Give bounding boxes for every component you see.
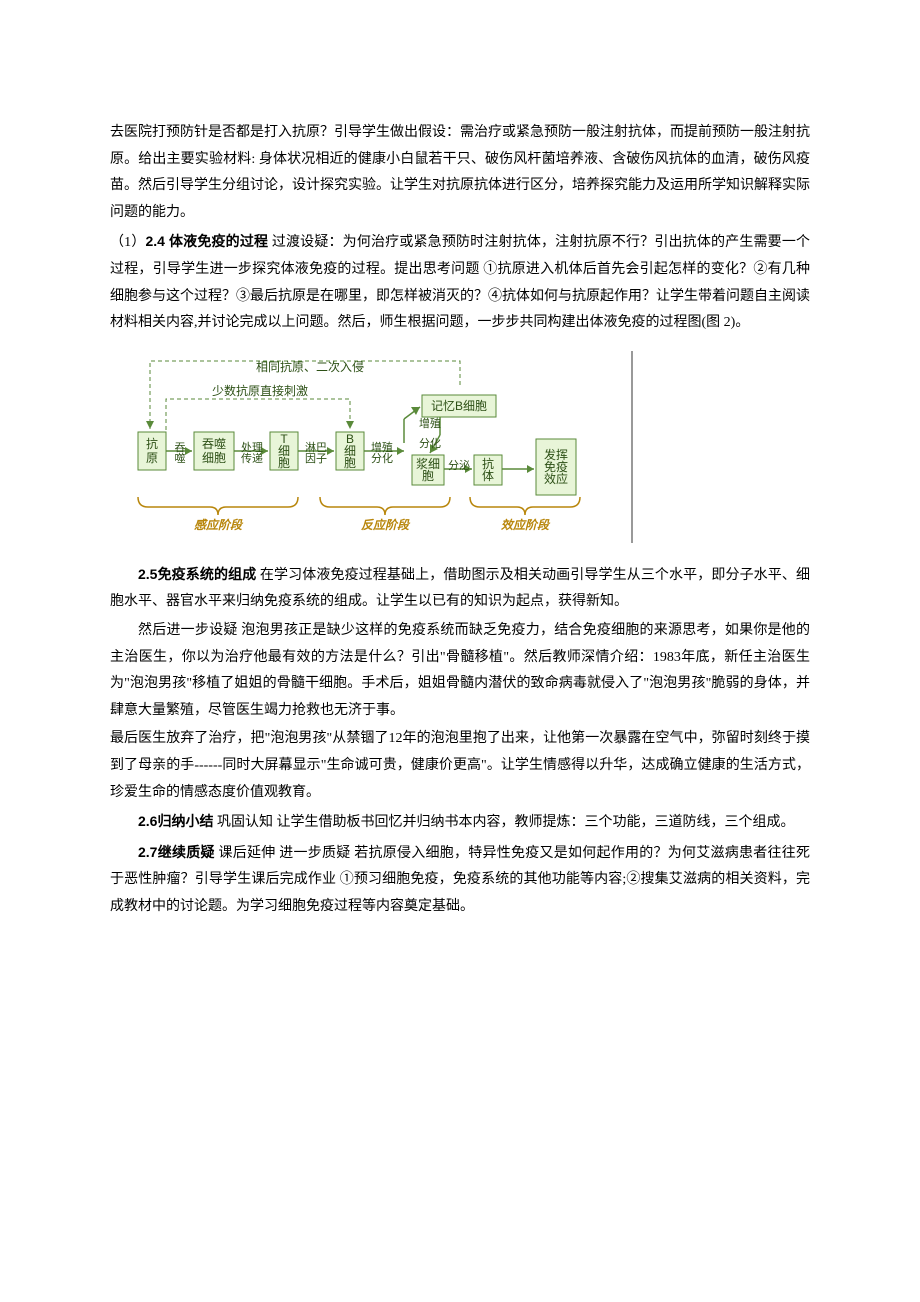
paragraph-7: 2.7继续质疑 课后延伸 进一步质疑 若抗原侵入细胞，特异性免疫又是如何起作用的… — [110, 839, 810, 921]
immune-process-diagram: 抗原吞噬细胞T细胞B细胞记忆B细胞浆细胞抗体发挥免疫效应 吞噬处理传递淋巴因子增… — [120, 347, 640, 547]
svg-text:增殖: 增殖 — [419, 416, 441, 430]
paragraph-1: 去医院打预防针是否都是打入抗原？引导学生做出假设：需治疗或紧急预防一般注射抗体，… — [110, 120, 810, 226]
p6-body: 巩固认知 让学生借助板书回忆并归纳书本内容，教师提炼：三个功能，三道防线，三个组… — [213, 815, 794, 830]
p2-heading: 2.4 体液免疫的过程 — [146, 233, 269, 249]
svg-text:体: 体 — [482, 469, 494, 483]
svg-text:分化: 分化 — [419, 436, 441, 450]
paragraph-3: 2.5免疫系统的组成 在学习体液免疫过程基础上，借助图示及相关动画引导学生从三个… — [110, 561, 810, 616]
p7-heading: 2.7继续质疑 — [138, 844, 215, 860]
svg-text:增殖: 增殖 — [371, 440, 393, 454]
paragraph-4: 然后进一步设疑 泡泡男孩正是缺少这样的免疫系统而缺乏免疫力，结合免疫细胞的来源思… — [110, 618, 810, 724]
svg-text:效应阶段: 效应阶段 — [501, 518, 551, 532]
svg-text:吞噬: 吞噬 — [202, 436, 226, 451]
svg-text:记忆B细胞: 记忆B细胞 — [431, 399, 487, 413]
flowchart-svg: 抗原吞噬细胞T细胞B细胞记忆B细胞浆细胞抗体发挥免疫效应 吞噬处理传递淋巴因子增… — [120, 347, 640, 547]
svg-text:感应阶段: 感应阶段 — [194, 518, 244, 532]
svg-text:传递: 传递 — [241, 451, 263, 465]
p7-body: 课后延伸 进一步质疑 若抗原侵入细胞，特异性免疫又是如何起作用的？为何艾滋病患者… — [110, 846, 810, 914]
svg-text:原: 原 — [146, 451, 158, 465]
svg-text:胞: 胞 — [344, 456, 356, 470]
svg-text:效应: 效应 — [544, 471, 568, 486]
paragraph-6: 2.6归纳小结 巩固认知 让学生借助板书回忆并归纳书本内容，教师提炼：三个功能，… — [110, 808, 810, 837]
paragraph-5: 最后医生放弃了治疗，把"泡泡男孩"从禁锢了12年的泡泡里抱了出来，让他第一次暴露… — [110, 726, 810, 806]
svg-text:抗: 抗 — [146, 436, 158, 451]
p6-heading: 2.6归纳小结 — [138, 813, 213, 829]
svg-text:反应阶段: 反应阶段 — [361, 518, 411, 532]
svg-text:少数抗原直接刺激: 少数抗原直接刺激 — [212, 383, 308, 398]
svg-text:分化: 分化 — [371, 451, 393, 465]
p3-heading: 2.5免疫系统的组成 — [138, 566, 256, 582]
p2-body: 过渡设疑：为何治疗或紧急预防时注射抗体，注射抗原不行？引出抗体的产生需要一个过程… — [110, 235, 810, 330]
p2-prefix: （1） — [110, 235, 146, 250]
svg-text:细胞: 细胞 — [202, 451, 226, 465]
svg-text:胞: 胞 — [278, 456, 290, 470]
svg-text:噬: 噬 — [175, 451, 186, 465]
svg-text:相同抗原、二次入侵: 相同抗原、二次入侵 — [256, 359, 364, 374]
paragraph-2: （1）2.4 体液免疫的过程 过渡设疑：为何治疗或紧急预防时注射抗体，注射抗原不… — [110, 228, 810, 336]
svg-text:胞: 胞 — [422, 469, 434, 483]
svg-text:分泌: 分泌 — [448, 459, 470, 472]
svg-text:因子: 因子 — [305, 452, 327, 465]
